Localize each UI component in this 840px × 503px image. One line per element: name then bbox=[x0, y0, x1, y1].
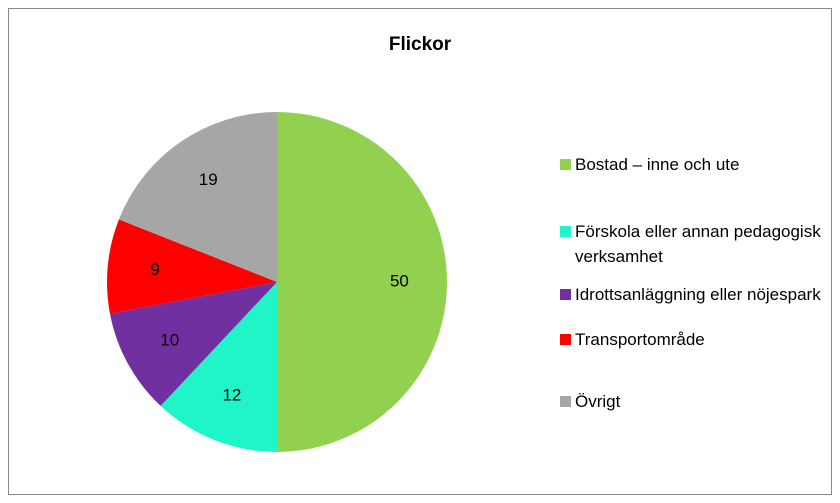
legend-label: Övrigt bbox=[575, 392, 621, 411]
chart-title: Flickor bbox=[389, 34, 452, 55]
legend-swatch bbox=[560, 334, 571, 345]
legend-item: Transportområde bbox=[560, 327, 830, 352]
legend-label: Transportområde bbox=[575, 330, 705, 349]
legend-item: Förskola eller annan pedagogisk verksamh… bbox=[560, 219, 830, 269]
legend-item: Idrottsanläggning eller nöjespark bbox=[560, 282, 830, 307]
pie-slice bbox=[160, 282, 277, 452]
legend-item: Bostad – inne och ute bbox=[560, 152, 830, 177]
data-label: 9 bbox=[150, 260, 159, 279]
data-label: 19 bbox=[199, 170, 218, 189]
legend-label: Idrottsanläggning eller nöjespark bbox=[575, 285, 821, 304]
data-label: 12 bbox=[222, 385, 241, 404]
legend-swatch bbox=[560, 289, 571, 300]
pie-slice bbox=[110, 282, 277, 406]
data-label: 10 bbox=[160, 330, 179, 349]
legend-swatch bbox=[560, 226, 571, 237]
legend-swatch bbox=[560, 396, 571, 407]
data-label: 50 bbox=[390, 271, 409, 290]
legend-swatch bbox=[560, 159, 571, 170]
legend-label: Bostad – inne och ute bbox=[575, 155, 740, 174]
legend-item: Övrigt bbox=[560, 389, 830, 414]
pie-slice bbox=[277, 112, 447, 452]
pie-slice bbox=[107, 219, 277, 314]
legend-label: Förskola eller annan pedagogisk verksamh… bbox=[575, 222, 821, 266]
pie-slice bbox=[118, 111, 278, 282]
